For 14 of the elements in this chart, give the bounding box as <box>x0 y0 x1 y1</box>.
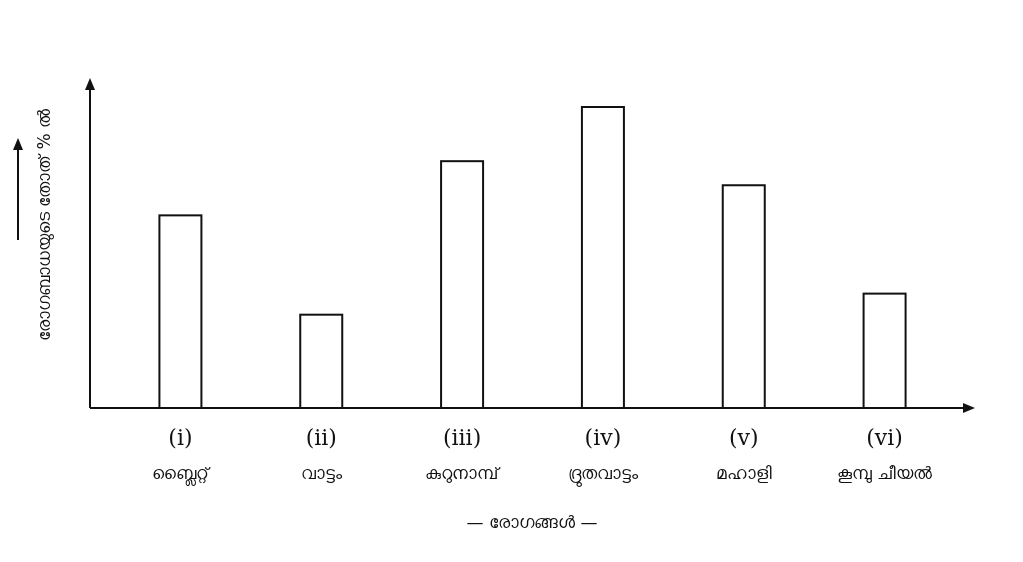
bar <box>580 106 625 409</box>
x-tick-label: (iii) കുറുനാമ്പ് <box>425 425 502 483</box>
x-tick-label: (ii) വാട്ടം <box>300 425 343 483</box>
x-tick-label: (vi) കൂമ്പു ചീയൽ <box>836 425 933 483</box>
bar <box>299 313 344 409</box>
x-tick-label: (iv) ദ്രുതവാട്ടം <box>567 425 639 487</box>
bar <box>158 214 203 409</box>
bar <box>440 160 485 409</box>
x-axis-title: — രോഗങ്ങൾ — <box>466 512 598 532</box>
y-axis-title: രോഗബാധയുടെ തോത് % ൽ <box>34 108 54 342</box>
x-tick-label: (v) മഹാളി <box>715 425 772 483</box>
bar <box>721 184 766 409</box>
x-tick-label: (i) ബ്ലൈറ്റ് <box>151 425 211 486</box>
bar <box>862 292 907 409</box>
